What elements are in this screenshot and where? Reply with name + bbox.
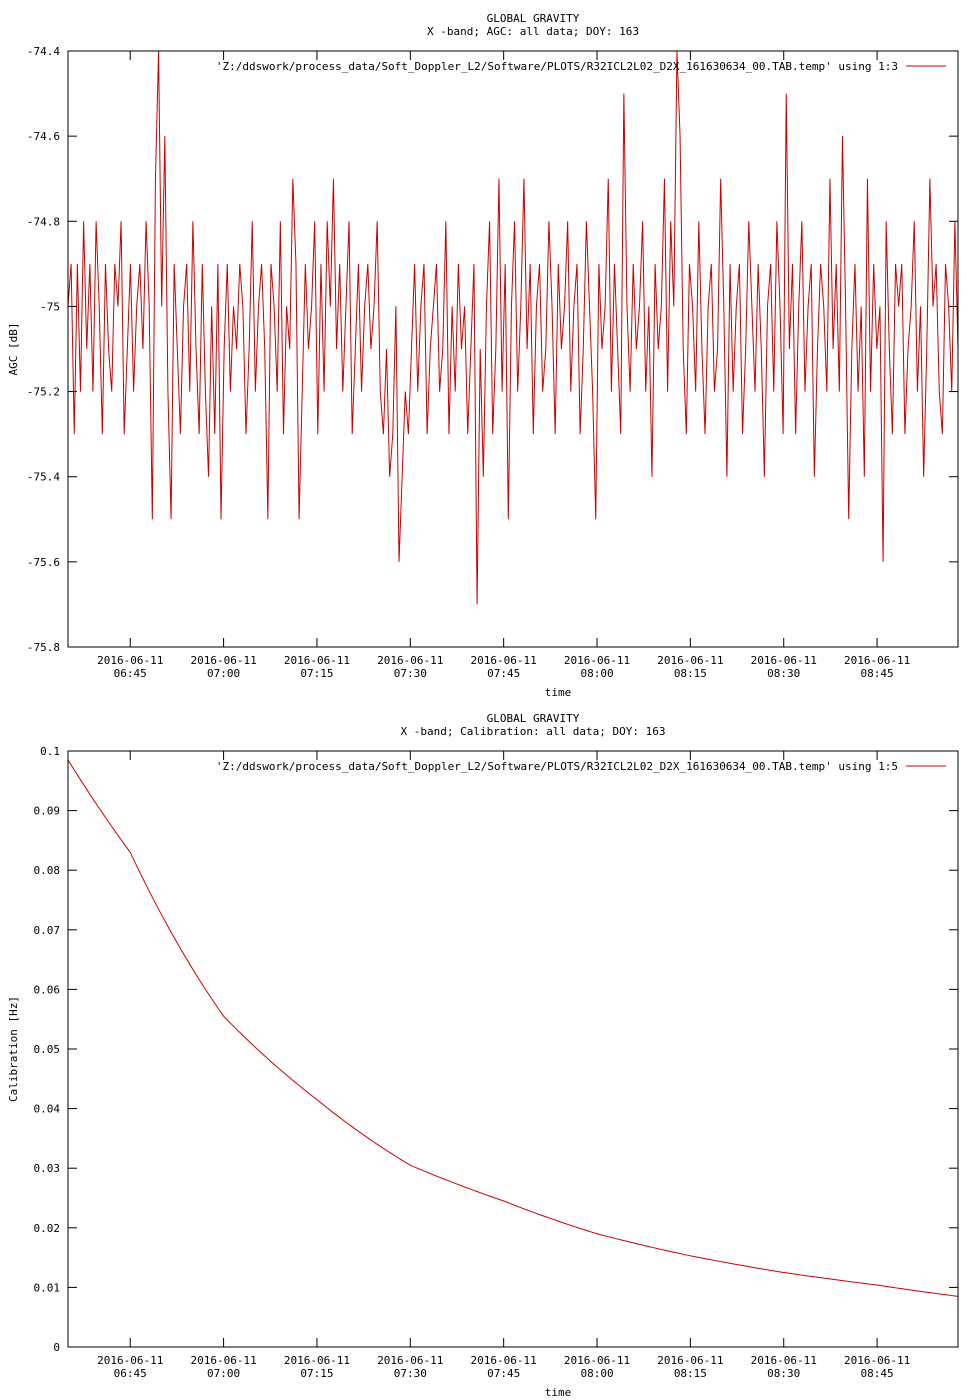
x-tick-date-label: 2016-06-11	[190, 1354, 256, 1367]
x-tick-time-label: 08:45	[861, 667, 894, 680]
y-tick-label: 0.06	[34, 983, 61, 996]
y-tick-label: -75	[40, 300, 60, 313]
x-tick-date-label: 2016-06-11	[751, 654, 817, 667]
x-tick-date-label: 2016-06-11	[564, 654, 630, 667]
y-tick-label: 0.03	[34, 1162, 61, 1175]
series-line	[67, 50, 959, 605]
x-tick-time-label: 07:45	[487, 667, 520, 680]
x-tick-time-label: 06:45	[114, 667, 147, 680]
y-tick-label: 0	[53, 1341, 60, 1354]
y-tick-label: -74.6	[27, 130, 60, 143]
x-tick-time-label: 08:30	[767, 1367, 800, 1380]
y-tick-label: -74.8	[27, 215, 60, 228]
y-tick-label: 0.05	[34, 1043, 61, 1056]
plot-frame	[67, 50, 959, 648]
x-tick-time-label: 07:00	[207, 667, 240, 680]
x-tick-time-label: 07:15	[300, 1367, 333, 1380]
x-tick-time-label: 06:45	[114, 1367, 147, 1380]
chart-subtitle: X -band; AGC: all data; DOY: 163	[427, 25, 639, 38]
x-tick-date-label: 2016-06-11	[284, 1354, 350, 1367]
y-tick-label: 0.08	[34, 864, 61, 877]
x-tick-date-label: 2016-06-11	[564, 1354, 630, 1367]
legend-label: 'Z:/ddswork/process_data/Soft_Doppler_L2…	[216, 60, 898, 73]
y-tick-label: -75.8	[27, 641, 60, 654]
x-tick-date-label: 2016-06-11	[377, 1354, 443, 1367]
chart-subtitle: X -band; Calibration: all data; DOY: 163	[401, 725, 666, 738]
x-tick-time-label: 07:15	[300, 667, 333, 680]
y-axis-label: Calibration [Hz]	[7, 996, 20, 1102]
x-tick-time-label: 08:15	[674, 667, 707, 680]
chart-title: GLOBAL GRAVITY	[487, 12, 580, 25]
y-tick-label: 0.01	[34, 1281, 61, 1294]
x-tick-date-label: 2016-06-11	[471, 1354, 537, 1367]
y-tick-label: 0.02	[34, 1222, 61, 1235]
y-tick-label: -74.4	[27, 45, 60, 58]
y-tick-label: -75.2	[27, 386, 60, 399]
x-tick-time-label: 08:15	[674, 1367, 707, 1380]
x-tick-date-label: 2016-06-11	[284, 654, 350, 667]
chart-title: GLOBAL GRAVITY	[487, 712, 580, 725]
y-tick-label: 0.09	[34, 805, 61, 818]
legend-label: 'Z:/ddswork/process_data/Soft_Doppler_L2…	[216, 760, 898, 773]
y-axis-label: AGC [dB]	[7, 323, 20, 376]
y-tick-label: -75.6	[27, 556, 60, 569]
x-tick-time-label: 07:30	[394, 667, 427, 680]
x-tick-time-label: 08:00	[580, 667, 613, 680]
x-tick-time-label: 07:30	[394, 1367, 427, 1380]
x-tick-date-label: 2016-06-11	[471, 654, 537, 667]
x-axis-label: time	[545, 686, 572, 699]
x-tick-date-label: 2016-06-11	[844, 654, 910, 667]
x-tick-date-label: 2016-06-11	[97, 654, 163, 667]
x-tick-date-label: 2016-06-11	[657, 1354, 723, 1367]
y-tick-label: 0.1	[40, 745, 60, 758]
y-tick-label: 0.07	[34, 924, 61, 937]
x-tick-time-label: 08:00	[580, 1367, 613, 1380]
x-tick-time-label: 07:00	[207, 1367, 240, 1380]
x-tick-time-label: 08:30	[767, 667, 800, 680]
plot-frame	[67, 750, 959, 1348]
x-axis-label: time	[545, 1386, 572, 1399]
x-tick-date-label: 2016-06-11	[190, 654, 256, 667]
y-tick-label: 0.04	[34, 1103, 61, 1116]
x-tick-date-label: 2016-06-11	[657, 654, 723, 667]
x-tick-date-label: 2016-06-11	[377, 654, 443, 667]
x-tick-date-label: 2016-06-11	[751, 1354, 817, 1367]
x-tick-time-label: 08:45	[861, 1367, 894, 1380]
x-tick-time-label: 07:45	[487, 1367, 520, 1380]
x-tick-date-label: 2016-06-11	[844, 1354, 910, 1367]
series-line	[67, 759, 959, 1297]
y-tick-label: -75.4	[27, 471, 60, 484]
x-tick-date-label: 2016-06-11	[97, 1354, 163, 1367]
